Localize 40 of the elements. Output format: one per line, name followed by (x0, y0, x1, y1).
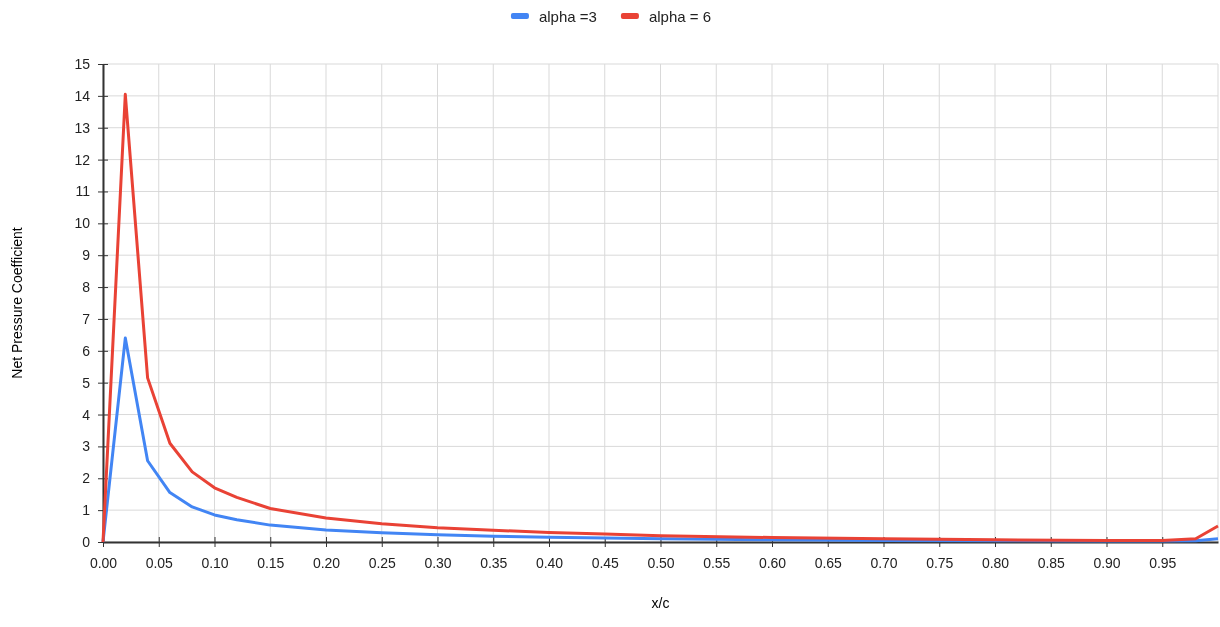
y-axis-title: Net Pressure Coefficient (9, 227, 25, 379)
y-tick-label: 14 (74, 87, 91, 104)
x-tick-label: 0.70 (870, 554, 898, 571)
legend-label: alpha =3 (538, 8, 597, 25)
x-tick-label: 0.85 (1037, 554, 1066, 571)
y-tick-label: 7 (82, 310, 91, 327)
x-axis-title: x/c (651, 595, 670, 611)
y-tick-label: 8 (82, 279, 91, 296)
x-tick-label: 0.95 (1149, 554, 1177, 571)
x-tick-label: 0.55 (703, 554, 731, 571)
y-tick-label: 11 (75, 183, 91, 200)
x-tick-label: 0.30 (424, 554, 452, 571)
x-tick-label: 0.75 (926, 554, 954, 571)
y-tick-label: 4 (82, 406, 91, 423)
x-tick-label: 0.50 (647, 554, 675, 571)
y-tick-label: 6 (82, 342, 91, 359)
x-tick-label: 0.65 (814, 554, 843, 571)
x-tick-label: 0.00 (89, 554, 118, 571)
x-tick-label: 0.20 (312, 554, 341, 571)
y-tick-label: 12 (74, 151, 91, 168)
x-tick-label: 0.45 (591, 554, 620, 571)
legend-label: alpha = 6 (648, 8, 712, 25)
y-tick-label: 13 (74, 119, 91, 136)
y-tick-label: 0 (82, 533, 91, 550)
x-tick-label: 0.80 (981, 554, 1010, 571)
x-tick-label: 0.40 (535, 554, 564, 571)
x-tick-label: 0.10 (201, 554, 229, 571)
y-tick-label: 3 (82, 438, 91, 455)
x-tick-label: 0.90 (1093, 554, 1121, 571)
x-tick-label: 0.25 (368, 554, 397, 571)
x-tick-label: 0.35 (480, 554, 508, 571)
x-tick-label: 0.15 (257, 554, 285, 571)
y-tick-label: 9 (82, 247, 91, 264)
x-tick-label: 0.05 (145, 554, 174, 571)
y-tick-label: 10 (74, 215, 91, 232)
y-tick-label: 5 (82, 374, 91, 391)
y-tick-label: 1 (82, 502, 91, 519)
x-tick-label: 0.60 (758, 554, 787, 571)
y-tick-label: 15 (74, 55, 91, 72)
y-tick-label: 2 (82, 470, 91, 487)
